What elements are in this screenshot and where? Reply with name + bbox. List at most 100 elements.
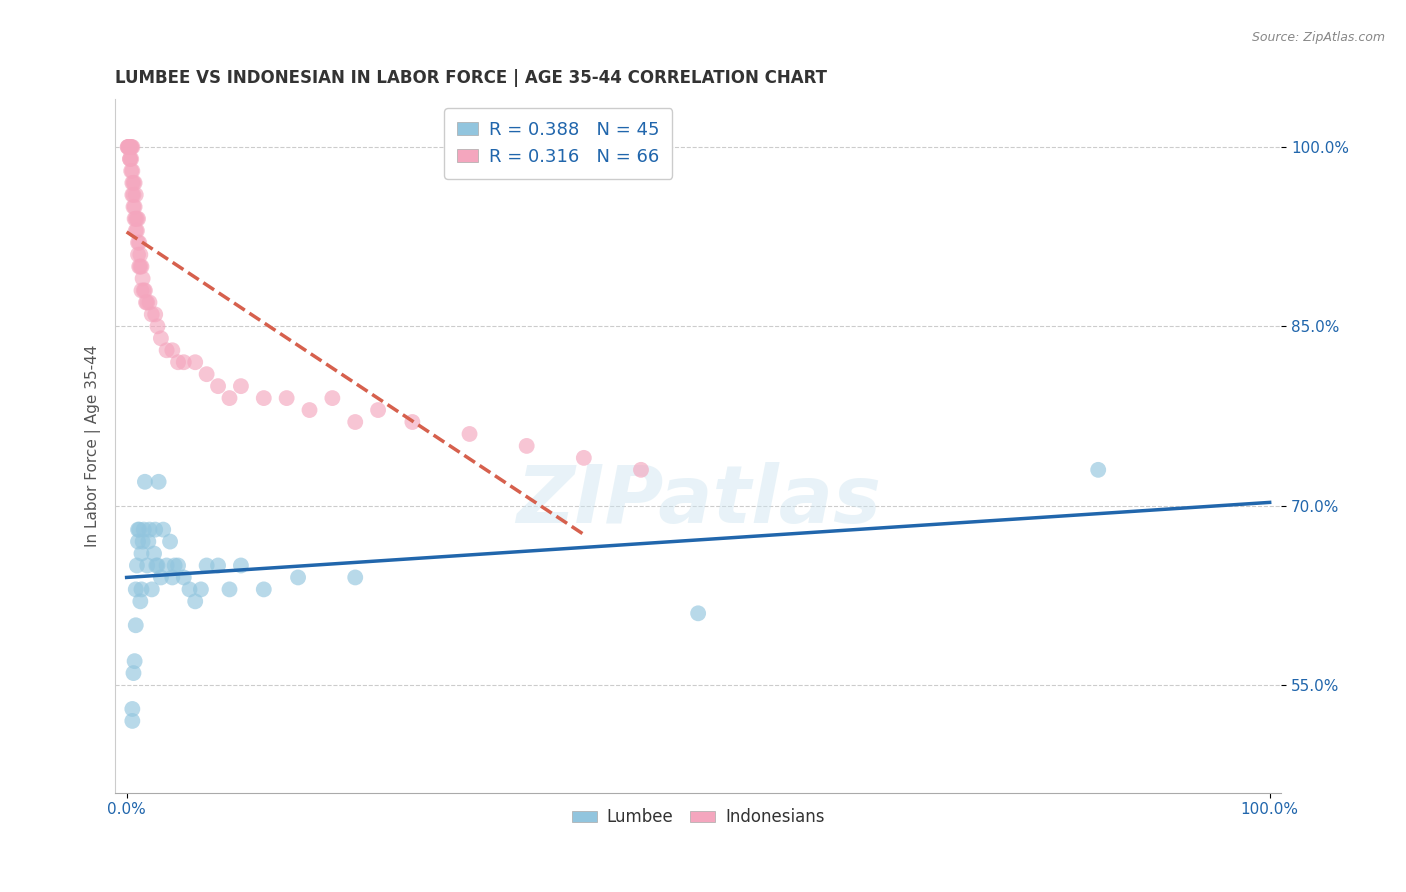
Point xyxy=(173,570,195,584)
Point xyxy=(184,355,207,369)
Point xyxy=(131,534,153,549)
Point xyxy=(167,558,190,573)
Point xyxy=(688,607,710,621)
Point xyxy=(122,200,145,214)
Point xyxy=(207,558,229,573)
Point xyxy=(125,224,148,238)
Point xyxy=(253,582,276,597)
Point xyxy=(118,140,141,154)
Point xyxy=(124,211,146,226)
Point xyxy=(218,582,240,597)
Point xyxy=(118,152,141,166)
Point xyxy=(120,152,142,166)
Point xyxy=(118,140,141,154)
Point xyxy=(135,295,157,310)
Point xyxy=(122,176,145,190)
Legend: Lumbee, Indonesians: Lumbee, Indonesians xyxy=(565,802,831,833)
Point xyxy=(127,534,149,549)
Point xyxy=(146,558,169,573)
Point xyxy=(149,331,172,345)
Point xyxy=(195,367,218,381)
Point xyxy=(138,295,160,310)
Point xyxy=(129,594,152,608)
Point xyxy=(121,176,143,190)
Point xyxy=(162,570,184,584)
Point xyxy=(125,618,148,632)
Point xyxy=(141,307,163,321)
Point xyxy=(131,582,153,597)
Point xyxy=(145,558,167,573)
Point xyxy=(163,558,186,573)
Point xyxy=(276,391,298,405)
Point xyxy=(120,140,142,154)
Point xyxy=(195,558,218,573)
Point xyxy=(118,152,141,166)
Point xyxy=(118,140,141,154)
Point xyxy=(298,403,321,417)
Point xyxy=(218,391,240,405)
Point xyxy=(129,260,152,274)
Point xyxy=(121,140,143,154)
Point xyxy=(134,475,156,489)
Point xyxy=(128,523,150,537)
Point xyxy=(124,200,146,214)
Point xyxy=(143,547,166,561)
Point xyxy=(122,187,145,202)
Point xyxy=(127,211,149,226)
Point xyxy=(121,164,143,178)
Point xyxy=(458,427,481,442)
Point xyxy=(120,140,142,154)
Point xyxy=(141,582,163,597)
Point xyxy=(120,164,142,178)
Point xyxy=(253,391,276,405)
Point xyxy=(125,224,148,238)
Point xyxy=(159,534,181,549)
Point xyxy=(121,187,143,202)
Point xyxy=(138,523,160,537)
Text: ZIPatlas: ZIPatlas xyxy=(516,462,880,541)
Point xyxy=(125,211,148,226)
Point xyxy=(184,594,207,608)
Point xyxy=(190,582,212,597)
Point xyxy=(630,463,652,477)
Point xyxy=(117,140,139,154)
Point xyxy=(321,391,343,405)
Point xyxy=(516,439,538,453)
Point xyxy=(167,355,190,369)
Point xyxy=(131,284,153,298)
Point xyxy=(401,415,423,429)
Point xyxy=(162,343,184,358)
Point xyxy=(125,582,148,597)
Point xyxy=(131,260,153,274)
Point xyxy=(229,379,252,393)
Point xyxy=(156,343,179,358)
Point xyxy=(149,570,172,584)
Point xyxy=(125,187,148,202)
Point xyxy=(121,714,143,728)
Text: Source: ZipAtlas.com: Source: ZipAtlas.com xyxy=(1251,31,1385,45)
Point xyxy=(128,235,150,250)
Point xyxy=(127,247,149,261)
Point xyxy=(136,558,159,573)
Point xyxy=(122,666,145,681)
Point xyxy=(134,284,156,298)
Point xyxy=(148,475,170,489)
Point xyxy=(127,523,149,537)
Point xyxy=(131,271,153,285)
Text: LUMBEE VS INDONESIAN IN LABOR FORCE | AGE 35-44 CORRELATION CHART: LUMBEE VS INDONESIAN IN LABOR FORCE | AG… xyxy=(115,69,827,87)
Point xyxy=(344,415,367,429)
Point xyxy=(1087,463,1109,477)
Point xyxy=(344,570,367,584)
Point xyxy=(131,547,153,561)
Point xyxy=(152,523,174,537)
Point xyxy=(125,211,148,226)
Point xyxy=(121,702,143,716)
Point xyxy=(129,247,152,261)
Point xyxy=(143,523,166,537)
Point xyxy=(124,176,146,190)
Point xyxy=(173,355,195,369)
Point xyxy=(367,403,389,417)
Point xyxy=(136,295,159,310)
Point xyxy=(572,450,595,465)
Point xyxy=(132,284,155,298)
